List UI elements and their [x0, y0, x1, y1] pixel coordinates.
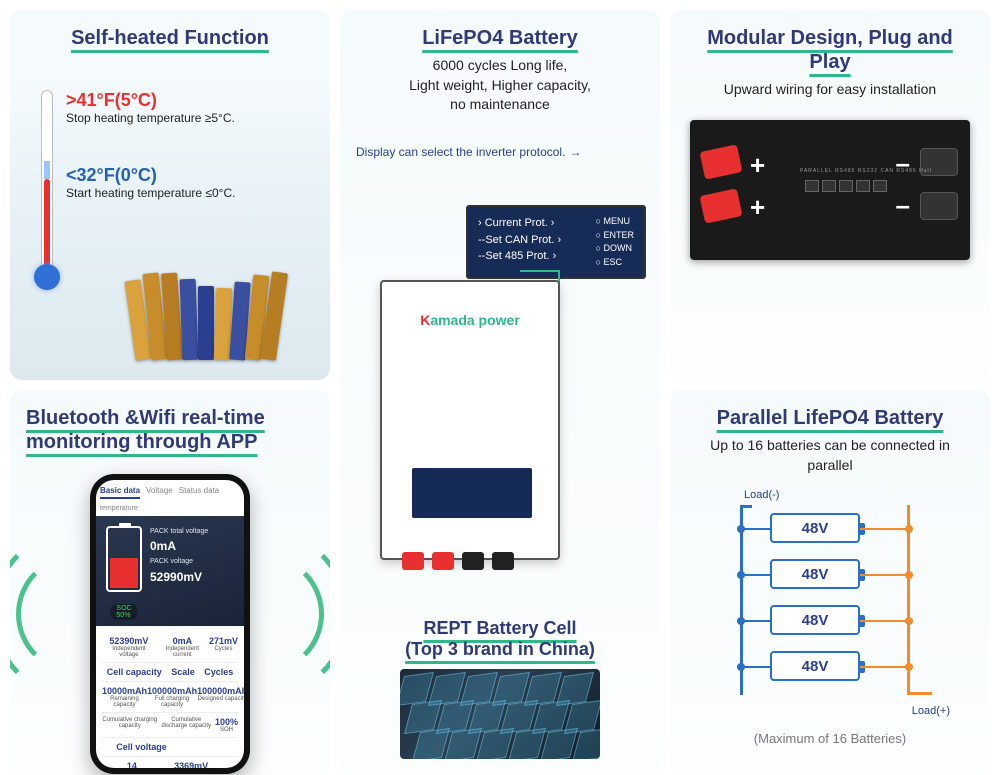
hot-temp-desc: Stop heating temperature ≥5°C. [66, 111, 314, 125]
panel-title: Modular Design, Plug and Play [686, 26, 974, 74]
load-pos-label: Load(+) [912, 705, 950, 717]
soc-label: SOC 50% [110, 604, 137, 620]
panel-title: Parallel LifePO4 Battery [686, 406, 974, 430]
parallel-diagram: Load(-) Load(+) 48V48V48V48V [710, 495, 950, 725]
bluetooth-wifi-panel: Bluetooth &Wifi real-time monitoring thr… [10, 390, 330, 775]
terminals [402, 552, 514, 570]
thermometer-icon [32, 80, 60, 290]
hot-temp-label: >41°F(5°C) [66, 90, 314, 111]
panel-subtitle: Up to 16 batteries can be connected in p… [686, 436, 974, 475]
self-heated-panel: Self-heated Function >41°F(5°C) Stop hea… [10, 10, 330, 380]
thermometer-area: >41°F(5°C) Stop heating temperature ≥5°C… [26, 90, 314, 200]
lifepo4-panel: LiFePO4 Battery 6000 cycles Long life,Li… [340, 10, 660, 775]
brand-logo: Kamada power [382, 312, 558, 328]
minus-icon: – [896, 148, 910, 179]
parallel-battery-panel: Parallel LifePO4 Battery Up to 16 batter… [670, 390, 990, 775]
rept-cells-graphic [400, 669, 600, 759]
load-neg-label: Load(-) [744, 489, 779, 501]
panel-title: Self-heated Function [26, 26, 314, 50]
rept-subtitle: (Top 3 brand in China) [356, 639, 644, 661]
black-plug-icon [920, 192, 958, 220]
arrow-right-icon: → [569, 145, 581, 159]
cold-temp-desc: Start heating temperature ≤0°C. [66, 186, 314, 200]
red-plug-icon [700, 188, 743, 223]
phone-cards: 52390mVIndependent voltage0mAIndependent… [96, 626, 244, 768]
lcd-display: › Current Prot. ›--Set CAN Prot. ›--Set … [466, 205, 646, 279]
battery-unit-graphic: Kamada power [380, 280, 560, 560]
panel-title: LiFePO4 Battery [356, 26, 644, 50]
ports [805, 180, 887, 192]
connector-box-graphic: + + – – PARALLEL RS485 RS232 CAN RS485 H… [690, 120, 970, 260]
phone-mockup: Basic dataVoltageStatus data temperature… [90, 474, 250, 774]
display-callout: Display can select the inverter protocol… [356, 145, 644, 159]
panel-subtitle: Upward wiring for easy installation [686, 80, 974, 100]
phone-summary: SOC 50% PACK total voltage0mAPACK voltag… [96, 516, 244, 626]
battery-cells-graphic [130, 260, 310, 360]
rept-subpanel: REPT Battery Cell (Top 3 brand in China) [356, 618, 644, 759]
plus-icon: + [750, 192, 765, 223]
dark-stats: PACK total voltage0mAPACK voltage52990mV [150, 526, 208, 616]
phone-wrap: Basic dataVoltageStatus data temperature… [26, 474, 314, 774]
red-plug-icon [700, 144, 743, 179]
max-batteries-note: (Maximum of 16 Batteries) [686, 731, 974, 746]
panel-title: Bluetooth &Wifi real-time monitoring thr… [26, 406, 314, 454]
tab-sublabel: temperature [96, 505, 244, 516]
plus-icon: + [750, 150, 765, 181]
port-labels: PARALLEL RS485 RS232 CAN RS485 Halt [800, 168, 932, 174]
minus-icon: – [896, 190, 910, 221]
cold-temp-label: <32°F(0°C) [66, 165, 314, 186]
phone-tabs: Basic dataVoltageStatus data [96, 480, 244, 505]
modular-design-panel: Modular Design, Plug and Play Upward wir… [670, 10, 990, 380]
battery-icon [106, 526, 142, 592]
unit-screen [412, 468, 532, 518]
panel-subtitle: 6000 cycles Long life,Light weight, High… [356, 56, 644, 115]
rept-title: REPT Battery Cell [356, 618, 644, 640]
phone-screen: Basic dataVoltageStatus data temperature… [96, 480, 244, 768]
